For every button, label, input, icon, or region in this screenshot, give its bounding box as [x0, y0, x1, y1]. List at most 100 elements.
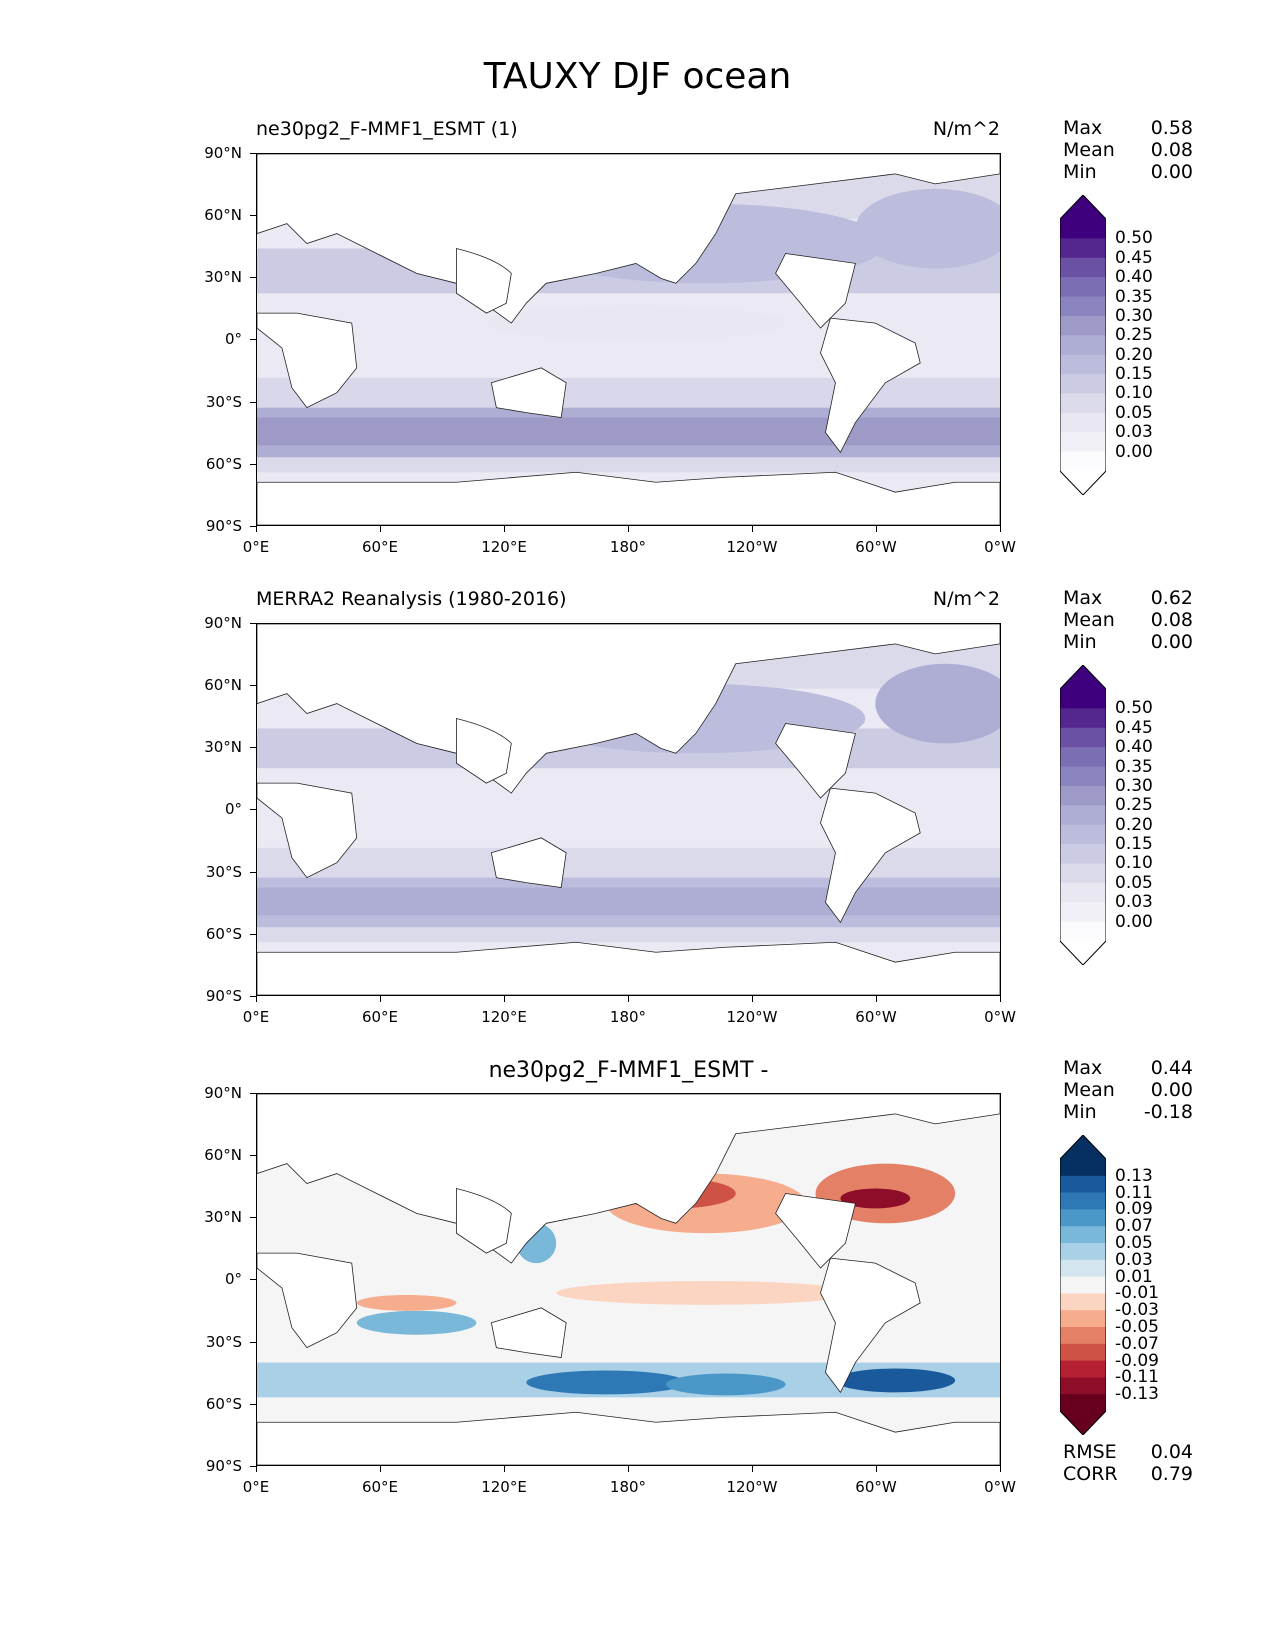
- lon-tick: [1000, 996, 1001, 1002]
- lon-tick: [504, 996, 505, 1002]
- colorbar-swatch: [1060, 1377, 1106, 1395]
- lat-tick: [250, 809, 256, 810]
- colorbar-label: 0.20: [1115, 814, 1153, 835]
- stat-key: Mean: [1063, 609, 1115, 631]
- colorbar-label: 0.50: [1115, 228, 1153, 249]
- colorbar-swatch: [1060, 1394, 1106, 1412]
- stat-value: 0.44: [1150, 1057, 1193, 1079]
- lon-label-120w: 120°W: [726, 1008, 778, 1026]
- lon-tick: [876, 526, 877, 532]
- lat-label-60n: 60°N: [204, 206, 242, 224]
- colorbar-label: 0.00: [1115, 441, 1153, 462]
- lon-label-0w: 0°W: [984, 538, 1016, 556]
- panel-units: N/m^2: [932, 588, 1000, 610]
- lon-tick: [628, 996, 629, 1002]
- lat-label-60n: 60°N: [204, 676, 242, 694]
- stat-key: Max: [1063, 587, 1103, 609]
- colorbar-label: 0.05: [1115, 872, 1153, 893]
- lat-label-0: 0°: [224, 800, 242, 818]
- lon-tick: [380, 996, 381, 1002]
- lon-tick: [504, 1466, 505, 1472]
- lon-label-0e: 0°E: [242, 1478, 270, 1496]
- panel-title-center: ne30pg2_F-MMF1_ESMT -: [488, 1058, 769, 1083]
- colorbar-label: -0.07: [1115, 1333, 1159, 1354]
- footer-stats-block: RMSE 0.04 CORR 0.79: [1063, 1441, 1193, 1485]
- colorbar-swatch: [1060, 412, 1106, 433]
- colorbar-swatch: [1060, 354, 1106, 375]
- lat-tick: [250, 685, 256, 686]
- colorbar-swatch: [1060, 1327, 1106, 1345]
- colorbar-swatch: [1060, 1343, 1106, 1362]
- colorbar-swatch: [1060, 747, 1106, 768]
- colorbar-swatch: [1060, 844, 1106, 864]
- lat-tick: [250, 1342, 256, 1343]
- lat-tick: [250, 1093, 256, 1094]
- colorbar-swatch: [1060, 1276, 1106, 1294]
- colorbar-swatch: [1060, 296, 1106, 317]
- lat-label-90s: 90°S: [205, 517, 242, 535]
- lon-label-120e: 120°E: [481, 1008, 527, 1026]
- lon-label-0e: 0°E: [242, 538, 270, 556]
- lat-label-90n: 90°N: [204, 1084, 242, 1102]
- lat-tick: [250, 747, 256, 748]
- panel-model: ne30pg2_F-MMF1_ESMT (1) N/m^2: [0, 0, 1275, 556]
- stat-key: RMSE: [1063, 1441, 1117, 1463]
- colorbar-label: -0.13: [1115, 1384, 1159, 1405]
- colorbar-swatch: [1060, 1159, 1106, 1177]
- panel-title-left: MERRA2 Reanalysis (1980-2016): [256, 588, 567, 610]
- colorbar-swatch: [1060, 1360, 1106, 1378]
- stat-value: 0.00: [1150, 631, 1193, 653]
- stat-key: CORR: [1063, 1463, 1118, 1485]
- lon-label-0w: 0°W: [984, 1478, 1016, 1496]
- stat-key: Min: [1063, 631, 1097, 653]
- lat-label-30n: 30°N: [204, 1208, 242, 1226]
- colorbar-label: 0.15: [1115, 834, 1153, 855]
- lon-tick: [628, 1466, 629, 1472]
- colorbar-label: 0.09: [1115, 1199, 1153, 1220]
- colorbar-swatch: [1060, 1175, 1106, 1194]
- stat-value: 0.04: [1150, 1441, 1193, 1463]
- lon-tick: [1000, 1466, 1001, 1472]
- stat-value: 0.79: [1150, 1463, 1193, 1485]
- land-shapes: [257, 1094, 1000, 1465]
- lat-label-90n: 90°N: [204, 144, 242, 162]
- lon-tick: [752, 526, 753, 532]
- colorbar-swatch: [1060, 708, 1106, 729]
- stat-value: 0.62: [1150, 587, 1193, 609]
- colorbar-swatch: [1060, 393, 1106, 414]
- colorbar-swatch: [1060, 335, 1106, 356]
- lat-label-0: 0°: [224, 1270, 242, 1288]
- colorbar-label: 0.05: [1115, 402, 1153, 423]
- lat-tick: [250, 1466, 256, 1467]
- lon-label-120w: 120°W: [726, 538, 778, 556]
- land-shapes: [257, 154, 1000, 525]
- stat-key: Mean: [1063, 139, 1115, 161]
- stat-value: 0.00: [1150, 1079, 1193, 1101]
- colorbar-swatch: [1060, 277, 1106, 298]
- colorbar-label: 0.13: [1115, 1165, 1153, 1186]
- colorbar-swatch: [1060, 1259, 1106, 1278]
- colorbar-label: 0.50: [1115, 698, 1153, 719]
- lon-label-120w: 120°W: [726, 1478, 778, 1496]
- colorbar-extend-top: [1060, 1135, 1106, 1159]
- lon-label-180: 180°: [609, 1008, 647, 1026]
- stats-block: Max 0.58 Mean 0.08 Min 0.00: [1063, 117, 1193, 183]
- lon-tick: [504, 526, 505, 532]
- lat-tick: [250, 215, 256, 216]
- colorbar-swatch: [1060, 451, 1106, 472]
- lat-tick: [250, 934, 256, 935]
- lat-tick: [250, 464, 256, 465]
- colorbar: [1060, 665, 1106, 965]
- map-field: [257, 624, 1000, 995]
- colorbar-swatch: [1060, 1243, 1106, 1261]
- colorbar-swatch: [1060, 315, 1106, 336]
- colorbar-swatch: [1060, 1192, 1106, 1210]
- stat-value: 0.08: [1150, 139, 1193, 161]
- lon-tick: [256, 1466, 257, 1472]
- colorbar-label: 0.10: [1115, 383, 1153, 404]
- lat-tick: [250, 402, 256, 403]
- colorbar-label: 0.25: [1115, 325, 1153, 346]
- colorbar-swatch: [1060, 1226, 1106, 1244]
- colorbar-swatch: [1060, 882, 1106, 903]
- colorbar-label: 0.15: [1115, 364, 1153, 385]
